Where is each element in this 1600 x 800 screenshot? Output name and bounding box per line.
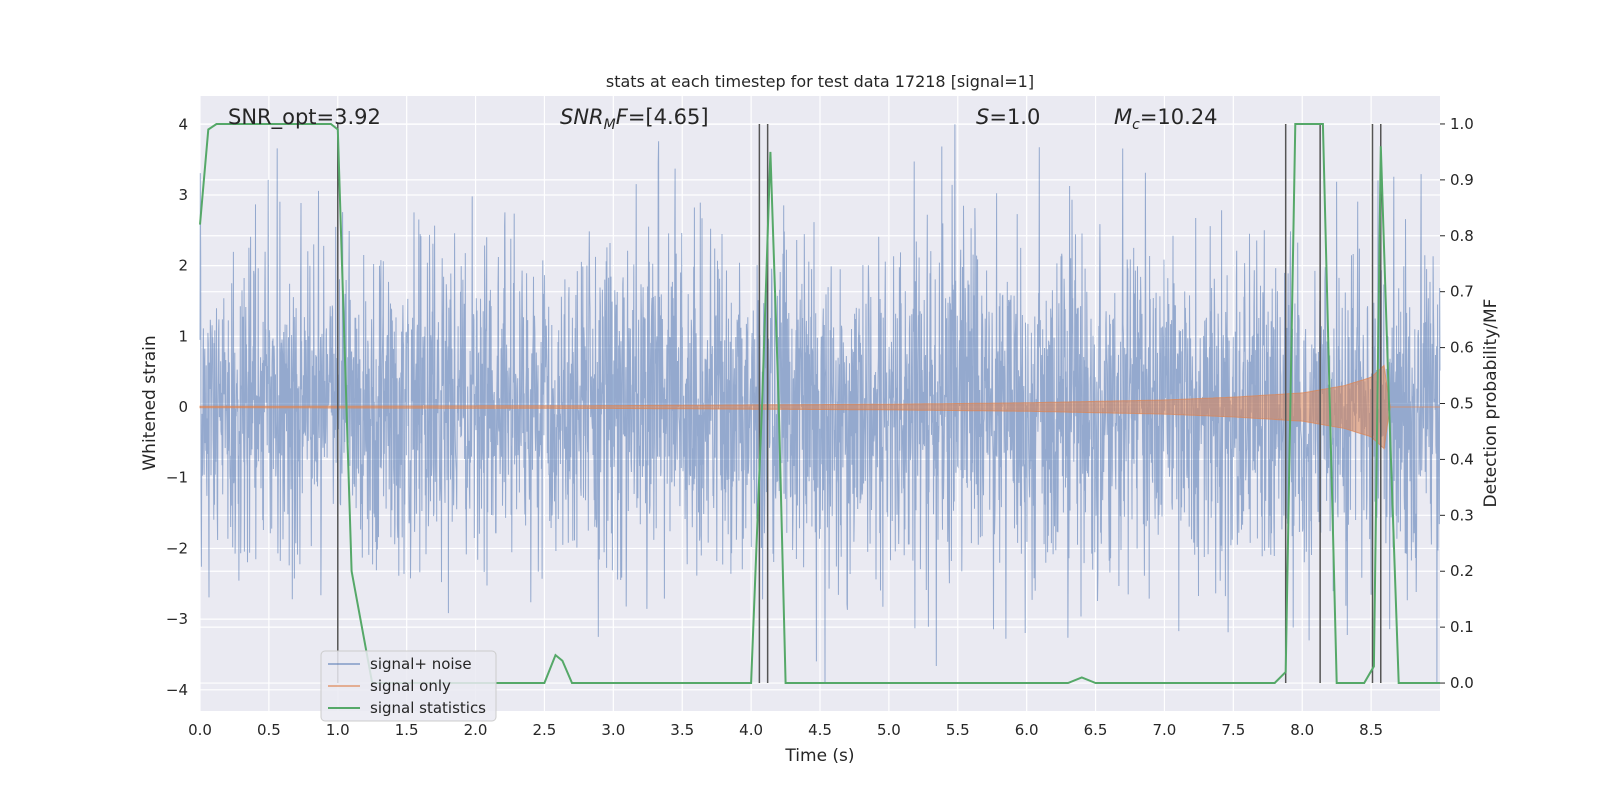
y-tick-label-left: −3: [166, 610, 188, 628]
x-tick-label: 7.5: [1221, 721, 1245, 739]
signal-statistics-series: [199, 123, 1440, 684]
y-tick-label-right: 0.3: [1450, 506, 1474, 524]
x-axis-label: Time (s): [784, 746, 854, 766]
annotation-snr-mf: SNRMF=[4.65]: [560, 105, 709, 133]
x-tick-label: 6.5: [1084, 721, 1108, 739]
y-tick-label-right: 0.2: [1450, 562, 1474, 580]
y-tick-label-right: 0.4: [1450, 450, 1474, 468]
y-tick-label-right: 0.9: [1450, 171, 1474, 189]
y-tick-label-right: 0.0: [1450, 674, 1474, 692]
x-tick-label: 7.0: [1153, 721, 1177, 739]
y-tick-label-left: 0: [178, 398, 188, 416]
annotation-mc: Mc=10.24: [1114, 105, 1218, 133]
x-tick-label: 3.5: [670, 721, 694, 739]
signal-statistics-line: [199, 123, 1440, 684]
y-axis-label-right: Detection probability/MF: [1481, 299, 1501, 508]
x-tick-label: 6.0: [1015, 721, 1039, 739]
x-tick-label: 8.5: [1359, 721, 1383, 739]
signal-only-band: [199, 364, 1440, 450]
y-tick-label-left: 4: [178, 115, 188, 133]
x-tick-label: 0.0: [188, 721, 212, 739]
y-tick-label-right: 0.1: [1450, 618, 1474, 636]
x-tick-label: 3.0: [601, 721, 625, 739]
x-tick-label: 4.0: [739, 721, 763, 739]
x-tick-label: 5.5: [946, 721, 970, 739]
signal-noise-line: [199, 124, 1441, 683]
y-tick-label-right: 0.7: [1450, 283, 1474, 301]
x-tick-label: 1.0: [326, 721, 350, 739]
legend-box: [320, 650, 497, 722]
y-tick-label-left: 2: [178, 257, 188, 275]
x-tick-label: 2.5: [533, 721, 557, 739]
y-tick-label-right: 0.5: [1450, 395, 1474, 413]
annotation-snr-opt: SNR_opt=3.92: [228, 105, 381, 130]
x-tick-label: 4.5: [808, 721, 832, 739]
y-tick-label-right: 0.8: [1450, 227, 1474, 245]
legend-label-signal-statistics: signal statistics: [370, 699, 486, 717]
y-axis-label-left: Whitened strain: [140, 335, 160, 470]
y-ticks-left: 4 3 2 1 0 −1 −2 −3 −4: [166, 115, 188, 699]
legend: signal+ noise signal only signal statist…: [320, 650, 497, 722]
x-tick-label: 5.0: [877, 721, 901, 739]
y-ticks-right: 1.0 0.9 0.8 0.7 0.6 0.5 0.4 0.3 0.2 0.1 0.0: [1440, 115, 1474, 692]
y-tick-label-left: 3: [178, 186, 188, 204]
signal-noise-series: [199, 124, 1441, 683]
y-tick-label-right: 0.6: [1450, 339, 1474, 357]
legend-label-signal-noise: signal+ noise: [370, 655, 472, 673]
y-tick-label-left: −4: [166, 681, 188, 699]
signal-only-series: [199, 364, 1440, 450]
y-tick-label-left: −2: [166, 539, 188, 557]
y-tick-label-right: 1.0: [1450, 115, 1474, 133]
y-tick-label-left: 1: [178, 327, 188, 345]
x-tick-label: 8.0: [1290, 721, 1314, 739]
x-tick-label: 1.5: [395, 721, 419, 739]
x-ticks: 0.0 0.5 1.0 1.5 2.0 2.5 3.0 3.5 4.0 4.5 5.0 5.5 6.0 6…: [188, 721, 1383, 739]
y-tick-label-left: −1: [166, 469, 188, 487]
x-tick-label: 2.0: [464, 721, 488, 739]
annotation-s: S=1.0: [976, 105, 1040, 129]
legend-label-signal-only: signal only: [370, 677, 451, 695]
x-tick-label: 0.5: [257, 721, 281, 739]
chart-title: stats at each timestep for test data 172…: [606, 72, 1034, 91]
